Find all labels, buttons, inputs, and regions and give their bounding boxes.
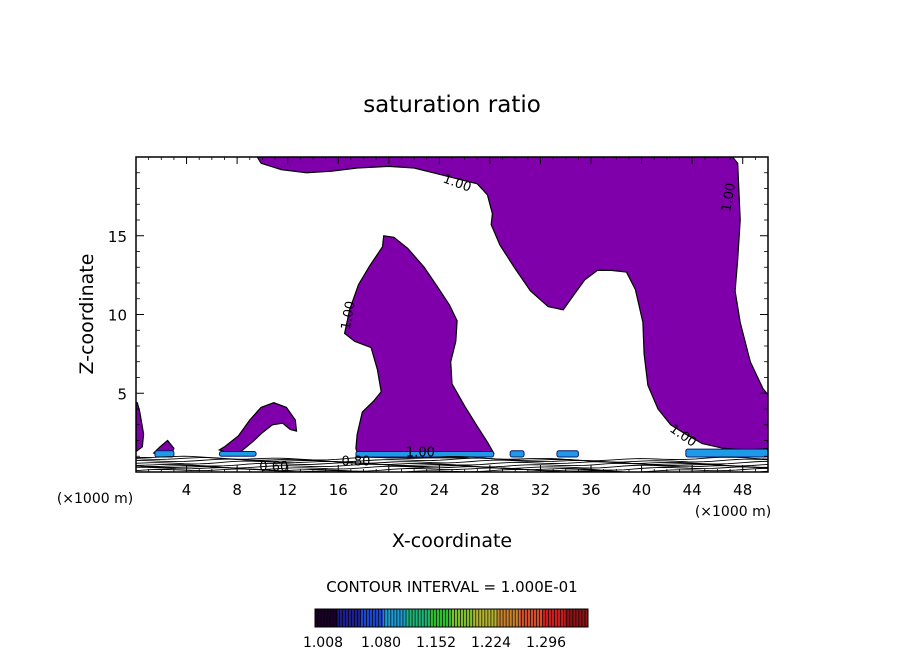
colorbar-swatch	[565, 609, 589, 627]
x-tick-label: 28	[480, 481, 499, 499]
contour-interval-text: CONTOUR INTERVAL = 1.000E-01	[326, 578, 577, 596]
x-axis-ticks: 4 8 12 16 20 24 28 32 36 40 44 48	[148, 157, 756, 499]
colorbar-swatch	[451, 609, 475, 627]
x-tick-label: 8	[232, 481, 242, 499]
x-tick-label: 36	[581, 481, 600, 499]
colorbar-swatch	[542, 609, 566, 627]
x-tick-label: 32	[531, 481, 550, 499]
colorbar-tick-label: 1.152	[416, 635, 456, 651]
x-tick-label: 16	[329, 481, 348, 499]
surface-contour-line	[136, 468, 768, 472]
x-tick-label: 44	[683, 481, 702, 499]
contour-label: 1.00	[406, 445, 435, 460]
colorbar-swatch	[383, 609, 407, 627]
y-tick-label: 5	[117, 385, 127, 403]
colorbar-swatch	[497, 609, 521, 627]
colorbar	[314, 608, 589, 628]
x-tick-label: 40	[632, 481, 651, 499]
y-axis-ticks: 5 10 15	[108, 172, 768, 457]
region-upper-region	[256, 157, 768, 451]
contour-label: 1.00	[339, 300, 359, 331]
blue-patch	[154, 450, 175, 458]
contour-label: 0.60	[259, 460, 288, 475]
x-axis-label: X-coordinate	[392, 530, 512, 552]
blue-patch	[355, 451, 495, 458]
blue-patch	[556, 450, 579, 458]
region-small-arch	[217, 402, 298, 454]
contour-label: 0.80	[341, 455, 370, 470]
blue-patch	[509, 450, 525, 458]
colorbar-swatch	[519, 609, 543, 627]
colorbar-swatch	[360, 609, 384, 627]
chart-title: saturation ratio	[363, 92, 541, 118]
y-axis-label: Z-coordinate	[76, 254, 98, 375]
x-tick-label: 12	[278, 481, 297, 499]
x-unit-note-right: (×1000 m)	[695, 504, 771, 520]
blue-patch	[218, 451, 257, 457]
colorbar-swatch	[406, 609, 430, 627]
x-unit-note-left: (×1000 m)	[57, 491, 133, 507]
x-tick-label: 48	[733, 481, 752, 499]
y-tick-label: 15	[108, 228, 127, 246]
near-surface-contours	[136, 455, 768, 472]
colorbar-swatch	[315, 609, 339, 627]
supersaturated-regions	[136, 157, 768, 459]
x-tick-label: 4	[182, 481, 192, 499]
colorbar-tick-labels: 1.008 1.080 1.152 1.224 1.296	[303, 635, 566, 651]
region-center-plume	[343, 235, 495, 459]
surface-contour-line	[136, 460, 768, 467]
colorbar-tick-label: 1.080	[361, 635, 401, 651]
colorbar-frame	[314, 608, 589, 628]
surface-contour-line	[136, 455, 768, 462]
contour-label: 1.00	[719, 182, 739, 213]
region-left-edge-blob	[136, 402, 145, 453]
colorbar-swatch	[474, 609, 498, 627]
x-tick-label: 20	[379, 481, 398, 499]
colorbar-tick-label: 1.296	[526, 635, 566, 651]
blue-patch	[685, 448, 768, 458]
colorbar-tick-label: 1.224	[471, 635, 511, 651]
colorbar-swatch	[337, 609, 361, 627]
surface-contour-line	[136, 463, 768, 469]
colorbar-swatch	[428, 609, 452, 627]
colorbar-tick-label: 1.008	[303, 635, 343, 651]
y-tick-label: 10	[108, 307, 127, 325]
x-tick-label: 24	[430, 481, 449, 499]
